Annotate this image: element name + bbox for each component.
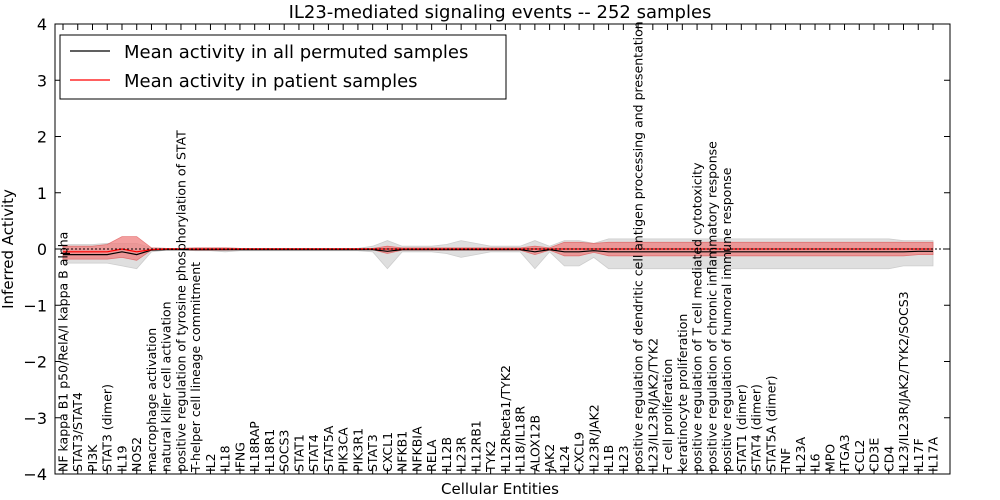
category-label: IL23R <box>454 436 469 472</box>
category-label: T cell proliferation <box>660 359 675 473</box>
category-label: NF kappa B1 p50/RelA/I kappa B alpha <box>56 232 71 472</box>
y-axis: −4 −3 −2 −1 0 1 2 3 4 <box>23 15 950 484</box>
category-label: natural killer cell activation <box>159 301 174 472</box>
category-label: IL24 <box>557 445 572 472</box>
category-label: T-helper cell lineage commitment <box>188 262 203 473</box>
category-label: IL23 <box>616 445 631 472</box>
category-label: STAT4 <box>306 434 321 472</box>
y-tick-label: 2 <box>37 128 47 147</box>
y-tick-label: 4 <box>37 15 47 34</box>
category-label: IL23R/JAK2 <box>586 404 601 472</box>
category-label: NFKB1 <box>395 431 410 472</box>
y-tick-label: −3 <box>23 409 47 428</box>
category-label: positive regulation of dendritic cell an… <box>631 21 646 472</box>
category-label: CD4 <box>881 446 896 472</box>
category-label: PIK3CA <box>336 427 351 472</box>
category-label: PIK3R1 <box>350 428 365 472</box>
category-label: NFKBIA <box>409 426 424 472</box>
category-label: JAK2 <box>542 444 557 473</box>
category-label: IFNG <box>232 442 247 472</box>
category-label: IL18/IL18R <box>513 406 528 472</box>
y-tick-label: 0 <box>37 240 47 259</box>
category-label: IL6 <box>808 453 823 472</box>
category-label: positive regulation of humoral immune re… <box>719 167 734 472</box>
y-tick-label: −4 <box>23 465 47 484</box>
category-label: RELA <box>424 439 439 472</box>
category-labels: NF kappa B1 p50/RelA/I kappa B alpha STAT… <box>56 21 941 473</box>
category-label: STAT5A <box>321 425 336 472</box>
category-label: IL12Rbeta1/TYK2 <box>498 365 513 472</box>
category-label: IL12RB1 <box>468 420 483 472</box>
y-axis-label: Inferred Activity <box>0 189 17 309</box>
category-label: CCL2 <box>852 440 867 472</box>
category-label: positive regulation of tyrosine phosphor… <box>174 130 189 472</box>
chart-title: IL23-mediated signaling events -- 252 sa… <box>289 2 712 23</box>
category-label: IL17F <box>911 438 926 472</box>
legend-label-patient: Mean activity in patient samples <box>124 71 418 92</box>
category-label: TNF <box>778 448 793 473</box>
category-label: STAT1 (dimer) <box>734 384 749 472</box>
category-label: IL17A <box>926 436 941 472</box>
category-label: IL2 <box>203 453 218 472</box>
category-label: keratinocyte proliferation <box>675 314 690 472</box>
legend-label-permuted: Mean activity in all permuted samples <box>124 42 468 63</box>
category-label: IL23/IL23R/JAK2/TYK2/SOCS3 <box>896 291 911 472</box>
category-label: IL12B <box>439 437 454 472</box>
category-label: IL1B <box>601 445 616 472</box>
plot-frame <box>54 23 951 475</box>
category-label: ITGA3 <box>837 434 852 472</box>
x-axis <box>62 24 934 474</box>
category-label: SOCS3 <box>277 430 292 472</box>
category-label: STAT3 <box>365 434 380 472</box>
category-label: positive regulation of T cell mediated c… <box>690 162 705 472</box>
category-label: STAT3 (dimer) <box>100 384 115 472</box>
category-label: NOS2 <box>129 437 144 472</box>
y-tick-label: 1 <box>37 184 47 203</box>
category-label: CD3E <box>867 438 882 472</box>
category-label: STAT4 (dimer) <box>749 384 764 472</box>
category-label: IL18 <box>218 445 233 472</box>
category-label: macrophage activation <box>144 328 159 472</box>
category-label: IL18R1 <box>262 429 277 472</box>
category-label: IL23A <box>793 436 808 472</box>
x-axis-label: Cellular Entities <box>441 480 559 498</box>
category-label: CXCL1 <box>380 432 395 472</box>
category-label: STAT5A (dimer) <box>763 376 778 472</box>
legend: Mean activity in all permuted samples Me… <box>59 34 507 100</box>
category-label: IL18RAP <box>247 421 262 472</box>
category-label: STAT3/STAT4 <box>70 392 85 472</box>
category-label: ALOX12B <box>527 415 542 472</box>
category-label: TYK2 <box>483 441 498 473</box>
category-label: IL19 <box>115 445 130 472</box>
category-label: CXCL9 <box>572 432 587 472</box>
legend-box <box>59 34 507 100</box>
category-label: PI3K <box>85 444 100 472</box>
category-label: positive regulation of chronic inflammat… <box>704 141 719 472</box>
y-tick-label: 3 <box>37 71 47 90</box>
category-label: STAT1 <box>291 434 306 472</box>
y-tick-label: −1 <box>23 296 47 315</box>
y-tick-label: −2 <box>23 353 47 372</box>
category-label: MPO <box>822 444 837 472</box>
category-label: IL23/IL23R/JAK2/TYK2 <box>645 338 660 472</box>
